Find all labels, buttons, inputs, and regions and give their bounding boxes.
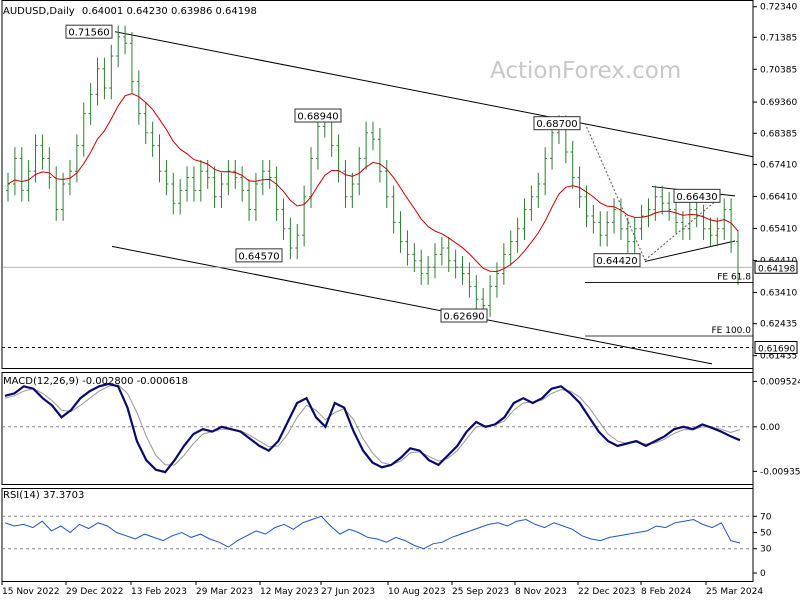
x-tick-label: 12 May 2023 [260, 587, 319, 597]
annotation-label: 0.71560 [68, 28, 109, 39]
macd-panel: 0.009524 0.00 -0.00935 [2, 377, 800, 477]
macd-y-tick-label: -0.00935 [760, 467, 800, 477]
current-price-box-label: 0.64198 [758, 264, 795, 274]
rsi-y-tick-label: 50 [760, 529, 772, 539]
annotation-label: 0.68700 [536, 119, 577, 130]
annotation-box [235, 248, 283, 263]
main-y-axis: 0.72340 0.71385 0.70385 0.69360 0.68385 0.674… [753, 3, 798, 362]
rsi-y-tick-label: 0 [760, 569, 766, 579]
y-tick-label: 0.71385 [760, 33, 797, 43]
annotation-label: 0.64420 [596, 256, 637, 267]
annotation-label: 0.62690 [443, 312, 484, 323]
y-tick-label: 0.69360 [760, 98, 797, 108]
y-tick-label: 0.61435 [760, 352, 797, 362]
symbol-label: AUDUSD,Daily 0.64001 0.64230 0.63986 0.6… [3, 6, 257, 17]
x-tick-label: 27 Jun 2023 [321, 587, 375, 597]
y-tick-label: 0.62435 [760, 320, 797, 330]
annotation-box [440, 308, 488, 323]
y-tick-label: 0.67410 [760, 160, 797, 170]
y-tick-label: 0.65410 [760, 224, 797, 234]
support-price-box-label: 0.61690 [758, 345, 795, 355]
dashed-projection-line [644, 195, 723, 261]
current-price-box [754, 260, 798, 274]
lower-channel-line [111, 245, 713, 365]
ohlc-values: 0.64001 0.64230 0.63986 0.64198 [82, 6, 257, 17]
annotation-box [65, 24, 113, 39]
rsi-label: RSI(14) 37.3703 [3, 490, 84, 501]
channel-lines [2, 31, 754, 365]
x-tick-label: 22 Dec 2023 [578, 587, 636, 597]
moving-average [7, 92, 739, 273]
x-tick-label: 10 Aug 2023 [388, 587, 446, 597]
macd-y-tick-label: 0.009524 [760, 377, 800, 387]
x-axis: 15 Nov 2022 29 Dec 2022 13 Feb 2023 29 Mar … [1, 581, 763, 597]
annotation-label: 0.68940 [297, 112, 338, 123]
watermark: ActionForex.com [490, 58, 681, 84]
x-tick-label: 15 Nov 2022 [2, 587, 60, 597]
panel-frames [1, 0, 754, 582]
x-tick-label: 25 Sep 2023 [452, 587, 509, 597]
annotation-box [533, 116, 581, 131]
y-tick-label: 0.63410 [760, 288, 797, 298]
macd-y-tick-label: 0.00 [760, 423, 780, 433]
y-tick-label: 0.66410 [760, 192, 797, 202]
x-tick-label: 29 Mar 2023 [196, 587, 253, 597]
macd-line [4, 382, 741, 474]
symbol-name: AUDUSD,Daily [3, 6, 75, 17]
triangle-lower-line [644, 240, 736, 262]
annotation-box [294, 108, 342, 123]
annotation-box [593, 253, 641, 268]
support-price-box [754, 341, 798, 355]
y-tick-label: 0.72340 [760, 3, 797, 13]
rsi-panel: 70 50 30 0 [2, 512, 772, 579]
x-tick-label: 29 Dec 2022 [66, 587, 124, 597]
y-tick-label: 0.68385 [760, 129, 797, 139]
rsi-y-tick-label: 30 [760, 545, 772, 555]
macd-label: MACD(12,26,9) -0.002800 -0.000618 [3, 376, 188, 387]
rsi-line [4, 515, 741, 550]
y-tick-label: 0.70385 [760, 65, 797, 75]
x-tick-label: 8 Nov 2023 [515, 587, 567, 597]
fib-label: FE 61.8 [717, 273, 751, 283]
annotation-box [673, 188, 721, 203]
fib-label: FE 100.0 [712, 326, 752, 336]
x-tick-label: 8 Feb 2024 [641, 587, 692, 597]
annotation-label: 0.64570 [238, 251, 279, 262]
ma-line [7, 92, 739, 273]
macd-signal-line [4, 384, 741, 466]
upper-channel-line [114, 31, 754, 158]
annotation-label: 0.66430 [676, 192, 717, 203]
x-tick-label: 25 Mar 2024 [706, 587, 763, 597]
x-tick-label: 13 Feb 2023 [131, 587, 187, 597]
rsi-y-tick-label: 70 [760, 512, 772, 522]
price-annotations: 0.71560 0.68940 0.64570 0.62690 0.68700 0.664… [65, 24, 753, 337]
